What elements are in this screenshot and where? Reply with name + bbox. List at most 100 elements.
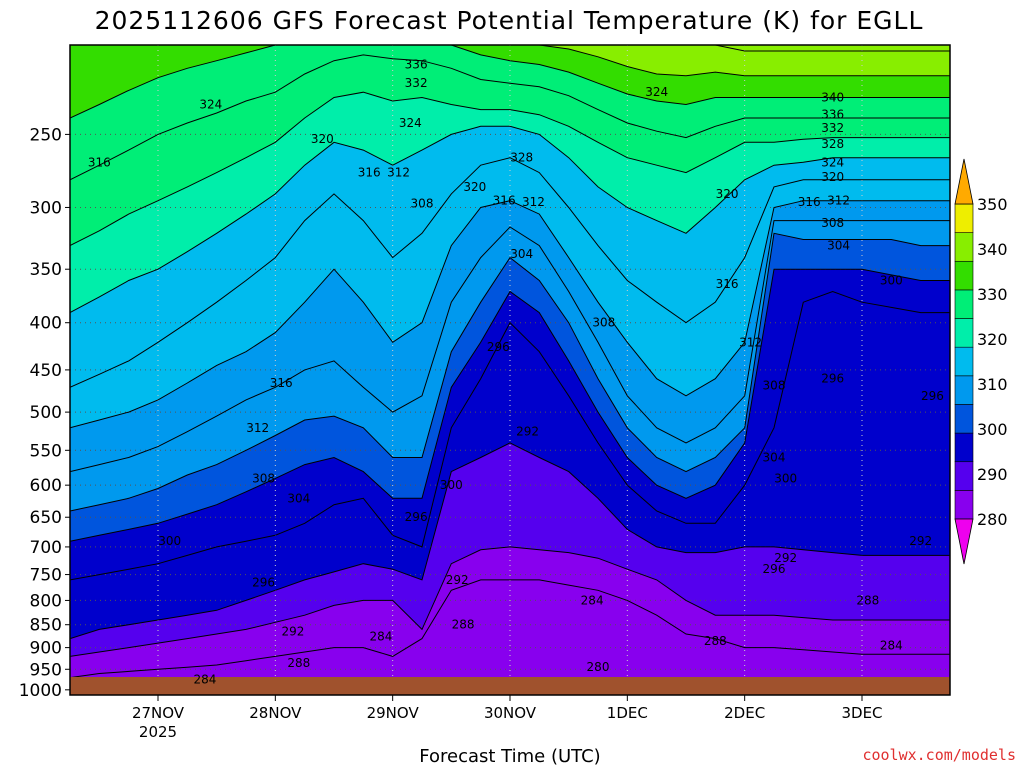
y-tick-label: 550 [30,441,62,461]
contour-label: 316 [798,195,821,209]
isentrope-line [70,546,950,657]
colorbar-segment [954,432,974,463]
contour-label: 304 [287,491,310,505]
contour-lines [70,45,950,679]
contour-label: 324 [399,116,422,130]
x-tick-label: 2DEC [724,704,765,722]
contour-label: 324 [821,155,844,169]
contour-label: 300 [880,273,903,287]
colorbar-tick-label: 280 [977,510,1008,529]
contour-label: 300 [774,471,797,485]
contour-label: 296 [763,562,786,576]
contour-label: 292 [446,573,469,587]
contour-label: 328 [821,137,844,151]
colorbar-segment [954,404,974,434]
colorbar-tick-label: 340 [977,240,1008,259]
contour-label: 336 [821,108,844,122]
colorbar: 280 290 300 310 320 330 340 350 [954,158,1008,565]
contour-label: 296 [252,575,275,589]
contour-label: 284 [880,638,903,652]
colorbar-segment [954,375,974,405]
y-tick-label: 500 [30,403,62,423]
colorbar-tick-label: 310 [977,375,1008,394]
colorbar-tick-label: 320 [977,330,1008,349]
x-tick-label: 27NOV [132,704,185,722]
contour-band [70,579,950,695]
plot-area [70,45,950,695]
colorbar-segment [954,289,974,319]
contour-label: 308 [592,316,615,330]
y-tick-label: 650 [30,508,62,528]
colorbar-segment [954,318,974,348]
contour-label: 328 [510,151,533,165]
contour-label: 320 [716,187,739,201]
contour-label: 296 [921,389,944,403]
contour-label: 312 [522,195,545,209]
contour-label: 324 [645,85,668,99]
x-tick-label: 29NOV [367,704,420,722]
y-tick-label: 350 [30,260,62,280]
colorbar-segment [954,490,974,520]
contour-label: 316 [270,376,293,390]
colorbar-segment [954,346,974,377]
pressure-axis: 250 300 350 400 450 500 550 600 650 700 750 800 850 9… [19,125,70,701]
contour-label: 288 [704,634,727,648]
contour-label: 284 [193,673,216,687]
y-tick-label: 600 [30,476,62,496]
colorbar-tick-label: 290 [977,465,1008,484]
contour-label: 288 [452,618,475,632]
colorbar-extend-min [954,518,974,565]
contour-label: 324 [199,97,222,111]
y-tick-label: 950 [30,660,62,680]
isentrope-line [70,442,950,640]
x-tick-label: 30NOV [484,704,537,722]
contour-label: 300 [440,478,463,492]
contour-label: 336 [405,58,428,72]
contour-label: 312 [387,166,410,180]
colorbar-segment [954,232,974,262]
contour-label: 308 [252,471,275,485]
isentrope-line [70,268,950,542]
colorbar-tick-label: 330 [977,285,1008,304]
y-tick-label: 1000 [19,681,62,701]
contour-label: 308 [411,196,434,210]
y-tick-label: 800 [30,591,62,611]
isentrope-line [70,220,950,473]
x-axis-label: Forecast Time (UTC) [419,746,600,767]
y-tick-label: 900 [30,639,62,659]
contour-label: 292 [516,425,539,439]
contour-label: 288 [287,656,310,670]
contour-label: 340 [821,90,844,104]
contour-label: 316 [716,277,739,291]
contour-label: 308 [821,216,844,230]
contour-label: 308 [763,379,786,393]
x-tick-sublabel: 2025 [139,723,177,741]
colorbar-extend-max [954,158,974,205]
isentrope-line [70,45,950,119]
isentrope-line [70,157,950,388]
contour-label: 332 [405,76,428,90]
contour-label: 288 [856,593,879,607]
y-tick-label: 700 [30,538,62,558]
contour-label: 316 [358,166,381,180]
contour-label: 304 [763,451,786,465]
colorbar-segment [954,260,974,291]
contour-label: 312 [246,421,269,435]
isentrope-line [70,290,950,581]
colorbar-tick-label: 350 [977,195,1008,214]
contour-label: 316 [493,194,516,208]
contour-label: 280 [587,660,610,674]
contour-label: 332 [821,121,844,135]
contour-label: 284 [581,593,604,607]
contour-label: 292 [909,534,932,548]
y-tick-label: 850 [30,616,62,636]
contour-label: 296 [821,372,844,386]
contour-label: 300 [158,534,181,548]
credit-text: coolwx.com/models [862,746,1016,764]
y-tick-label: 300 [30,198,62,218]
chart-title: 2025112606 GFS Forecast Potential Temper… [95,6,924,35]
colorbar-segment [954,461,974,491]
